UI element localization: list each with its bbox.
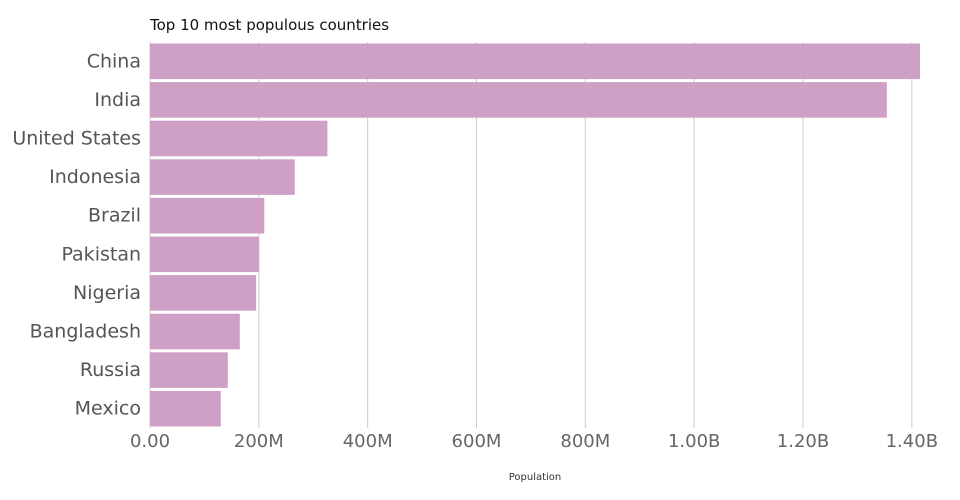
x-tick-label: 200M: [234, 431, 284, 452]
bars: [150, 43, 920, 427]
category-label: Mexico: [75, 398, 141, 420]
category-label: Brazil: [88, 205, 141, 227]
x-tick-label: 1.20B: [777, 431, 829, 452]
category-label: Indonesia: [49, 166, 141, 188]
category-label: Bangladesh: [30, 321, 141, 343]
bar-bangladesh: [150, 313, 240, 350]
x-tick-label: 800M: [560, 431, 610, 452]
x-tick-label: 600M: [452, 431, 502, 452]
category-label: China: [87, 50, 141, 72]
x-axis-title: Population: [509, 472, 562, 483]
category-label: Russia: [80, 359, 141, 381]
bar-indonesia: [150, 159, 295, 195]
x-tick-label: 1.00B: [668, 431, 720, 452]
bar-china: [150, 43, 920, 80]
x-tick-label: 0.00: [130, 431, 170, 452]
chart-title: Top 10 most populous countries: [149, 16, 389, 34]
bar-united-states: [150, 120, 328, 157]
category-labels: China India United States Indonesia Brazil Pa…: [12, 50, 141, 419]
x-tick-label: 400M: [343, 431, 393, 452]
bar-pakistan: [150, 236, 259, 273]
bar-brazil: [150, 197, 265, 234]
x-tick-label: 1.40B: [886, 431, 938, 452]
x-axis-ticks: 0.00 200M 400M 600M 800M 1.00B 1.20B 1.40B: [130, 431, 938, 452]
category-label: United States: [12, 128, 141, 150]
category-label: Pakistan: [61, 243, 141, 265]
category-label: Nigeria: [73, 282, 141, 304]
bar-mexico: [150, 390, 221, 427]
category-label: India: [94, 89, 141, 111]
bar-russia: [150, 352, 228, 388]
bar-india: [150, 82, 887, 118]
bar-nigeria: [150, 275, 257, 311]
